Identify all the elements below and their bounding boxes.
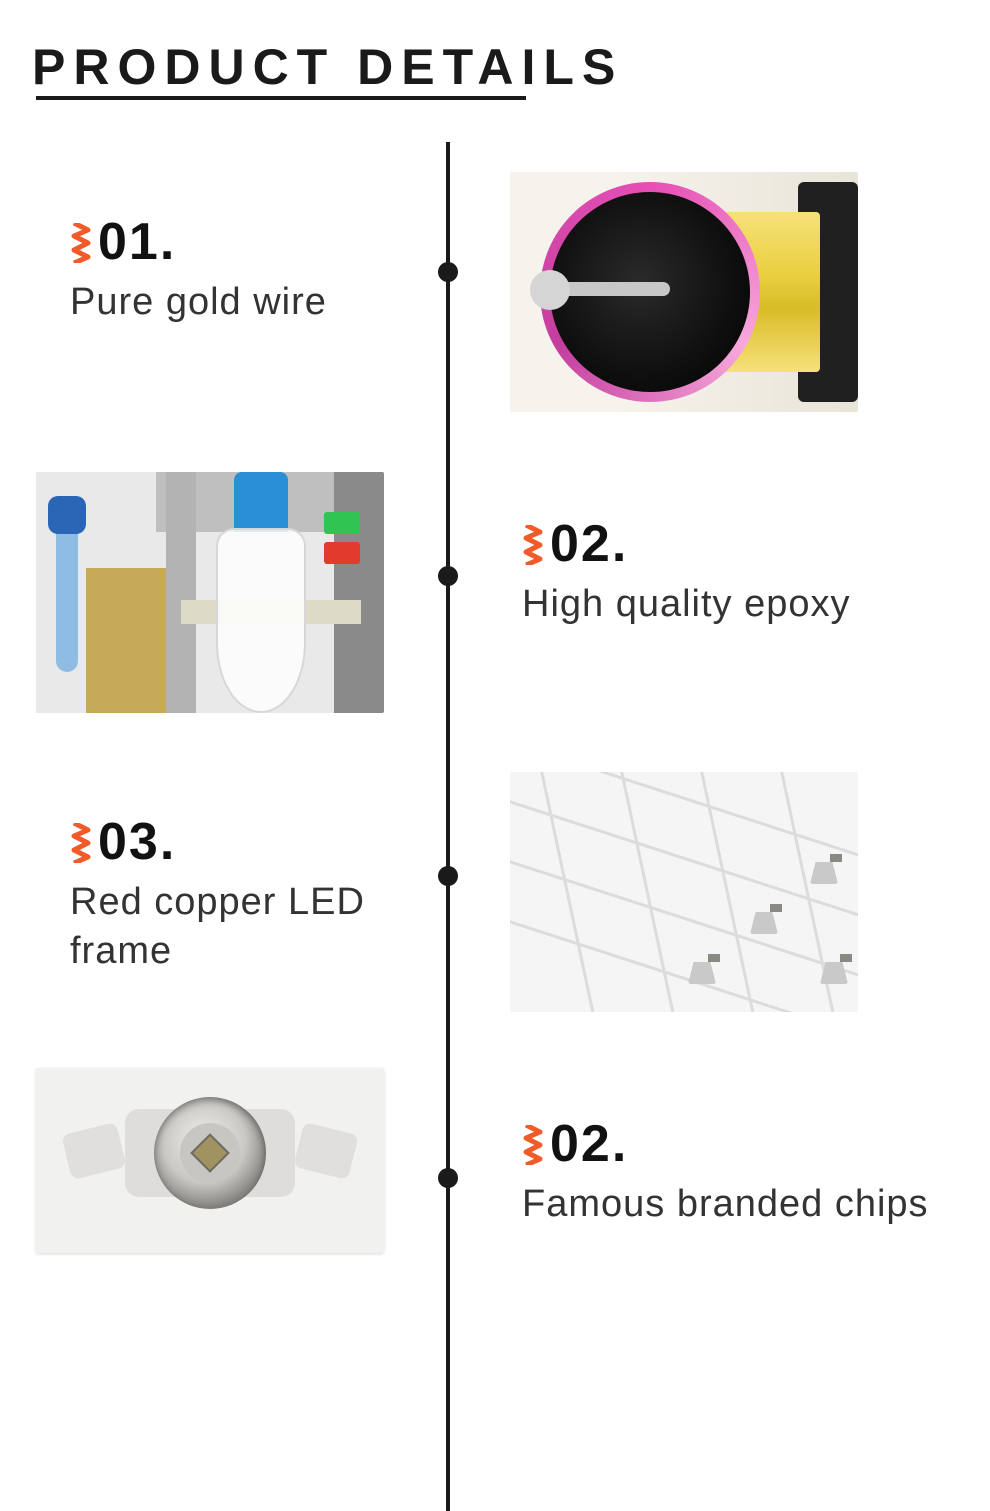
detail-number: 01. bbox=[98, 212, 176, 272]
image-epoxy-machine bbox=[36, 472, 384, 713]
image-led-frame bbox=[510, 772, 858, 1012]
image-gold-wire bbox=[510, 172, 858, 412]
detail-number-row: 02. bbox=[522, 514, 962, 574]
detail-item: 01. Pure gold wire bbox=[70, 212, 430, 327]
zigzag-icon bbox=[522, 1125, 544, 1165]
detail-item: 02. Famous branded chips bbox=[522, 1114, 962, 1229]
detail-desc: Pure gold wire bbox=[70, 278, 430, 327]
detail-image bbox=[36, 472, 384, 713]
detail-item: 03. Red copper LED frame bbox=[70, 812, 430, 977]
detail-desc: Red copper LED frame bbox=[70, 878, 430, 977]
zigzag-icon bbox=[70, 823, 92, 863]
detail-image bbox=[510, 772, 858, 1012]
timeline-dot bbox=[438, 262, 458, 282]
image-led-chip bbox=[36, 1068, 384, 1253]
detail-number-row: 02. bbox=[522, 1114, 962, 1174]
timeline-dot bbox=[438, 866, 458, 886]
detail-number: 02. bbox=[550, 1114, 628, 1174]
detail-image bbox=[36, 1068, 384, 1253]
heading-underline bbox=[36, 96, 526, 100]
zigzag-icon bbox=[70, 223, 92, 263]
zigzag-icon bbox=[522, 525, 544, 565]
detail-desc: Famous branded chips bbox=[522, 1180, 962, 1229]
detail-number-row: 03. bbox=[70, 812, 430, 872]
timeline-dot bbox=[438, 1168, 458, 1188]
timeline-line bbox=[446, 142, 450, 1511]
detail-number-row: 01. bbox=[70, 212, 430, 272]
detail-item: 02. High quality epoxy bbox=[522, 514, 962, 629]
page-title: PRODUCT DETAILS bbox=[32, 38, 623, 96]
detail-number: 03. bbox=[98, 812, 176, 872]
detail-image bbox=[510, 172, 858, 412]
detail-number: 02. bbox=[550, 514, 628, 574]
detail-desc: High quality epoxy bbox=[522, 580, 962, 629]
timeline-dot bbox=[438, 566, 458, 586]
